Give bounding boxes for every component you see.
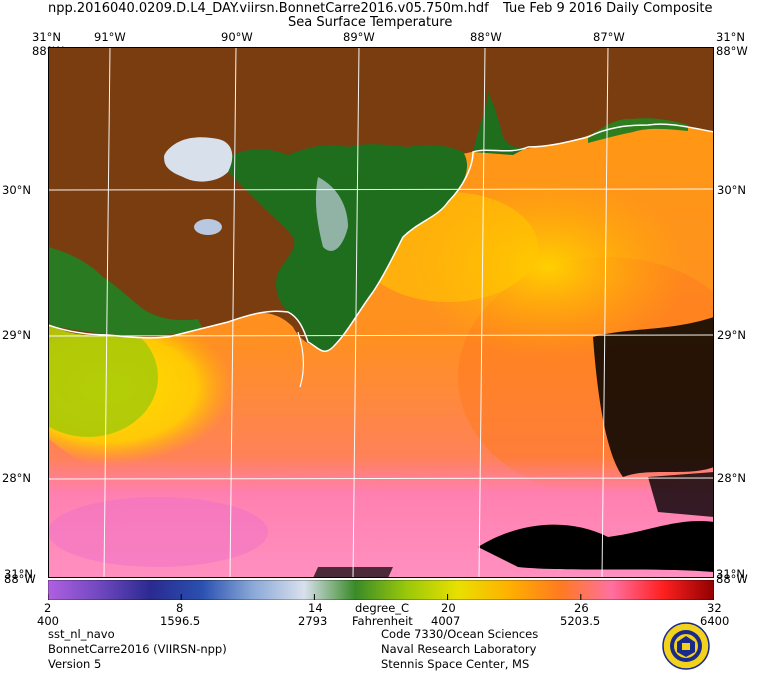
cbar-tick-f-1596: 1596.5 [160, 614, 201, 628]
cbar-tick-c-20: 20 [441, 601, 456, 615]
cbar-tick-f-2793: 2793 [298, 614, 328, 628]
cbar-tick-f-400: 400 [37, 614, 59, 628]
lake-small [164, 151, 178, 163]
magenta-patch [48, 497, 268, 567]
lat-label-28n-left: 28°N [2, 471, 31, 485]
lat-label-29n-left: 29°N [2, 328, 31, 342]
coastline [48, 123, 714, 352]
wetland-west [48, 247, 203, 336]
cbar-tick-c-26: 26 [574, 601, 589, 615]
green-shelf-west [48, 317, 158, 437]
corner-lat-top-right: 31°N [716, 30, 745, 44]
colorbar-gradient [48, 580, 714, 600]
light-water-bayou [315, 177, 348, 251]
corner-lat-bottom-right: 31°N [716, 567, 745, 581]
lake-borgne [194, 219, 222, 235]
cbar-tick-c-32: 32 [707, 601, 722, 615]
cbar-tick-c-2: 2 [44, 601, 52, 615]
footer-region: BonnetCarre2016 (VIIRSN-npp) [48, 642, 227, 656]
cbar-tick-f-4007: 4007 [431, 614, 461, 628]
footer-code: Code 7330/Ocean Sciences [381, 627, 539, 641]
cbar-tick-c-8: 8 [176, 601, 184, 615]
lon-label-91w: 91°W [94, 30, 126, 44]
wetland-mobile-bay [473, 92, 528, 155]
cbar-tick-f-5203: 5203.5 [560, 614, 601, 628]
footer-location: Stennis Space Center, MS [381, 657, 530, 671]
footer-lab: Naval Research Laboratory [381, 642, 537, 656]
cbar-tick-f-6400: 6400 [700, 614, 730, 628]
corner-lon-top-right: 88°W [716, 44, 748, 58]
corner-lat-bottom-left: 31°N [4, 567, 33, 581]
lon-label-87w: 87°W [593, 30, 625, 44]
lat-lon-grid [48, 47, 714, 578]
footer-product: sst_nl_navo [48, 627, 115, 641]
lon-label-88w: 88°W [470, 30, 502, 44]
lat-label-30n-right: 30°N [717, 183, 746, 197]
corner-lon-bottom-left: 88°W [4, 572, 36, 586]
lon-label-89w: 89°W [343, 30, 375, 44]
lon-label-90w: 90°W [221, 30, 253, 44]
navy-seal-icon [662, 622, 710, 670]
lat-label-30n-left: 30°N [2, 183, 31, 197]
land-area [48, 47, 714, 347]
footer-version: Version 5 [48, 657, 102, 671]
wetland-area [228, 144, 468, 352]
date-label: Tue Feb 9 2016 Daily Composite [503, 1, 713, 16]
cbar-unit-c: degree_C [355, 601, 410, 615]
cbar-tick-c-14: 14 [308, 601, 323, 615]
corner-lon-bottom-right: 88°W [716, 572, 748, 586]
sst-map [48, 47, 714, 578]
lake-pontchartrain [164, 137, 233, 182]
corner-lat-top-left: 31°N [32, 30, 61, 44]
file-name: npp.2016040.0209.D.L4_DAY.viirsn.BonnetC… [48, 1, 489, 16]
colorbar [48, 580, 714, 600]
cbar-unit-f: Fahrenheit [352, 614, 413, 628]
product-title: Sea Surface Temperature [288, 15, 453, 30]
lat-label-29n-right: 29°N [717, 328, 746, 342]
lat-label-28n-right: 28°N [717, 471, 746, 485]
